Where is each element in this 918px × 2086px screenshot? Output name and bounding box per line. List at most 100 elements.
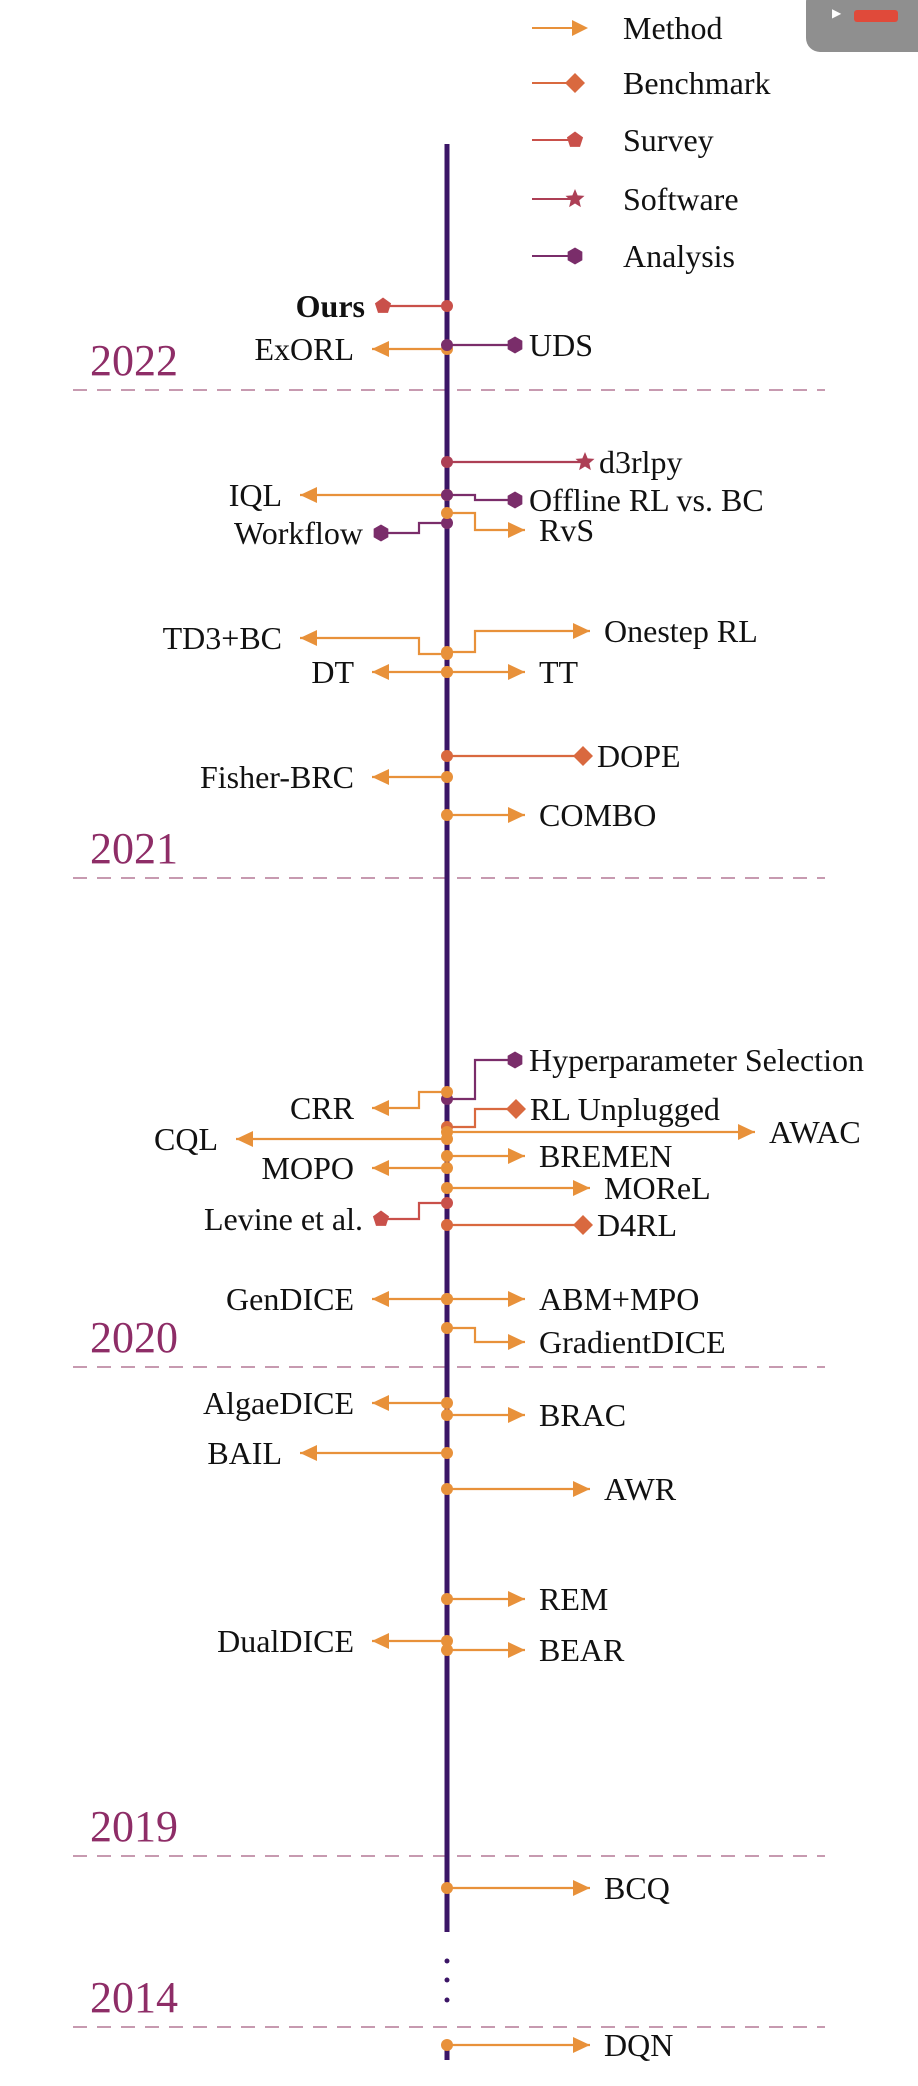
timeline-entry[interactable]: Workflow (234, 515, 453, 551)
timeline-dot (441, 517, 453, 529)
year-label: 2014 (90, 1973, 178, 2022)
entry-connector (381, 521, 447, 535)
timeline-entry[interactable]: CRR (290, 1086, 453, 1126)
entry-connector (447, 1058, 515, 1101)
timeline-entry[interactable]: BCQ (441, 1870, 670, 1906)
corner-control[interactable] (806, 0, 918, 52)
year-label: 2019 (90, 1802, 178, 1851)
legend-label-survey: Survey (623, 122, 714, 158)
entry-label: Ours (296, 288, 365, 324)
timeline-dot (441, 1162, 453, 1174)
timeline-entry[interactable]: Onestep RL (441, 613, 758, 658)
timeline-entry[interactable]: COMBO (441, 797, 656, 833)
timeline-entry[interactable]: TT (441, 654, 579, 690)
timeline-entry[interactable]: RvS (441, 507, 594, 548)
timeline-entry[interactable]: AWAC (441, 1114, 861, 1150)
entry-label: TT (539, 654, 579, 690)
timeline-entry[interactable]: Hyperparameter Selection (441, 1042, 864, 1105)
timeline-entry[interactable]: BEAR (441, 1632, 625, 1668)
timeline-entry[interactable]: D4RL (441, 1207, 677, 1243)
legend-arrow-icon (572, 20, 588, 36)
timeline-entry[interactable]: CQL (154, 1121, 453, 1157)
timeline-entry[interactable]: BRAC (441, 1397, 626, 1433)
timeline-entry[interactable]: GradientDICE (441, 1322, 726, 1360)
entry-label: BCQ (604, 1870, 670, 1906)
timeline-dot (441, 1593, 453, 1605)
timeline-entry[interactable]: REM (441, 1581, 608, 1617)
timeline-entry[interactable]: AlgaeDICE (203, 1385, 453, 1421)
entry-label: DQN (604, 2027, 673, 2063)
entry-label: RL Unplugged (530, 1091, 720, 1127)
arrow-icon (573, 623, 590, 639)
timeline-entry[interactable]: UDS (441, 327, 593, 363)
entry-label: IQL (229, 477, 282, 513)
timeline-dot (441, 666, 453, 678)
timeline-entry[interactable]: TD3+BC (163, 620, 453, 660)
timeline-entry[interactable]: Ours (296, 288, 453, 324)
legend-hexagon-icon (567, 247, 583, 265)
timeline-dot (441, 750, 453, 762)
diamond-icon (506, 1099, 526, 1119)
hexagon-icon (507, 1051, 523, 1069)
legend-label-method: Method (623, 10, 723, 46)
timeline-entry[interactable]: DOPE (441, 738, 681, 774)
entry-label: ABM+MPO (539, 1281, 699, 1317)
arrow-icon (508, 1291, 525, 1307)
entry-label: REM (539, 1581, 608, 1617)
timeline-entry[interactable]: Levine et al. (204, 1197, 453, 1237)
timeline-entry[interactable]: BREMEN (441, 1138, 672, 1174)
timeline-entry[interactable]: Offline RL vs. BC (441, 482, 764, 518)
entry-label: D4RL (597, 1207, 677, 1243)
arrow-icon (573, 1481, 590, 1497)
timeline-entry[interactable]: ExORL (254, 331, 453, 367)
arrow-icon (573, 1180, 590, 1196)
timeline-dot (441, 1397, 453, 1409)
timeline-entry[interactable]: BAIL (207, 1435, 453, 1471)
hexagon-icon (507, 336, 523, 354)
arrow-icon (508, 1407, 525, 1423)
entry-label: RvS (539, 512, 594, 548)
timeline-dot (441, 2039, 453, 2051)
pentagon-icon (372, 1210, 390, 1226)
timeline-dot (441, 456, 453, 468)
timeline-entry[interactable]: MOPO (262, 1150, 453, 1186)
entry-label: BAIL (207, 1435, 282, 1471)
timeline-entry[interactable]: Fisher-BRC (200, 759, 453, 795)
timeline-entry[interactable]: IQL (229, 477, 453, 513)
legend-diamond-icon (565, 73, 585, 93)
timeline-entry[interactable]: GenDICE (226, 1281, 453, 1317)
timeline-entry[interactable]: DT (311, 654, 453, 690)
timeline-entry[interactable]: RL Unplugged (441, 1091, 720, 1133)
legend-label-software: Software (623, 181, 739, 217)
arrow-icon (508, 1334, 525, 1350)
timeline-entry[interactable]: d3rlpy (441, 444, 683, 480)
timeline-dot (441, 1293, 453, 1305)
entry-label: MOPO (262, 1150, 354, 1186)
arrow-icon (508, 807, 525, 823)
timeline-dot (441, 1447, 453, 1459)
ellipsis-dot (444, 1958, 450, 1964)
entry-label: TD3+BC (163, 620, 282, 656)
play-icon: ▶ (832, 6, 842, 20)
entry-label: MOReL (604, 1170, 711, 1206)
timeline-entry[interactable]: DualDICE (217, 1623, 453, 1659)
arrow-icon (300, 630, 317, 646)
entry-label: AWAC (769, 1114, 861, 1150)
timeline-entry[interactable]: MOReL (441, 1170, 711, 1206)
timeline-dot (441, 489, 453, 501)
timeline-entry[interactable]: ABM+MPO (441, 1281, 699, 1317)
ellipsis-dot (444, 1997, 450, 2003)
timeline-dot (441, 1409, 453, 1421)
hexagon-icon (373, 524, 389, 542)
timeline-dot (441, 1644, 453, 1656)
timeline-dot (441, 300, 453, 312)
timeline-entry[interactable]: DQN (441, 2027, 673, 2063)
legend-label-benchmark: Benchmark (623, 65, 771, 101)
entry-label: BEAR (539, 1632, 625, 1668)
legend-star-icon (565, 189, 585, 208)
entry-label: AlgaeDICE (203, 1385, 354, 1421)
timeline-entry[interactable]: AWR (441, 1471, 677, 1507)
timeline-dot (441, 1322, 453, 1334)
